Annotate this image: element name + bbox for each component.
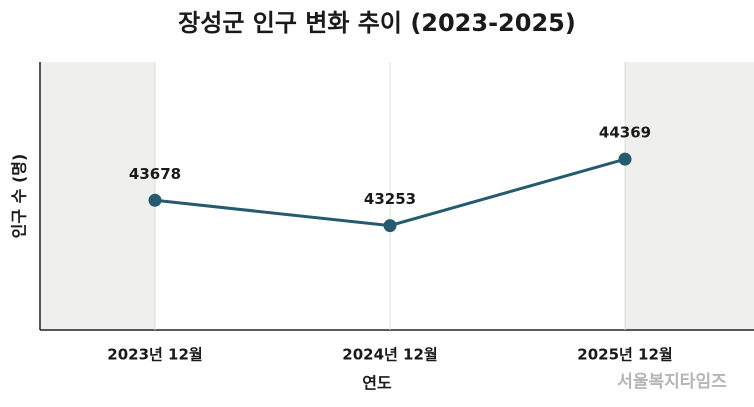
y-axis-label: 인구 수 (명) <box>10 154 29 239</box>
shade-right <box>625 62 754 330</box>
chart-title: 장성군 인구 변화 추이 (2023-2025) <box>178 9 576 37</box>
data-label: 43253 <box>364 190 416 208</box>
data-label: 44369 <box>599 124 651 142</box>
data-point <box>148 193 162 207</box>
x-axis-label: 연도 <box>362 374 392 393</box>
data-point <box>618 152 632 166</box>
shade-left <box>40 62 155 330</box>
x-tick-label: 2024년 12월 <box>342 346 437 364</box>
x-tick-label: 2025년 12월 <box>577 346 672 364</box>
watermark: 서울복지타임즈 <box>617 371 727 392</box>
data-label: 43678 <box>129 165 181 183</box>
x-tick-label: 2023년 12월 <box>107 346 202 364</box>
data-point <box>383 219 397 233</box>
